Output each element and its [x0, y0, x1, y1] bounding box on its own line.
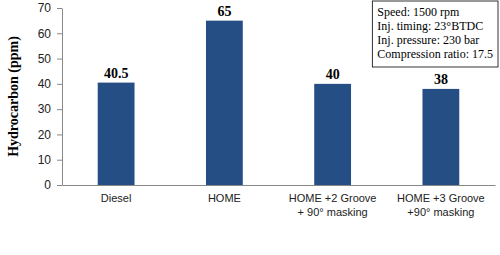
- y-axis-line: [62, 9, 63, 186]
- annotation: Inj. pressure: 230 bar: [377, 33, 479, 47]
- x-tick-label: HOME: [208, 192, 241, 204]
- y-tick-label: 0: [44, 178, 51, 192]
- y-tick: 60: [38, 27, 62, 41]
- x-tick: HOME +3 Groove+90° masking: [397, 185, 485, 218]
- chart-container: 0 10 20 30 40 50 60 70 Diesel HOME HOME +2 Groove+…: [0, 0, 500, 255]
- data-label: 40: [326, 67, 340, 82]
- y-tick-label: 30: [38, 102, 52, 116]
- data-label: 40.5: [104, 66, 129, 81]
- data-label: 65: [217, 4, 231, 19]
- x-tick-label: HOME +2 Groove+ 90° masking: [289, 192, 377, 218]
- y-tick-label: 60: [38, 27, 52, 41]
- y-tick-label: 20: [38, 128, 52, 142]
- y-tick-mark: [57, 134, 62, 135]
- y-axis: 0 10 20 30 40 50 60 70: [38, 1, 63, 192]
- y-tick-mark: [57, 160, 62, 161]
- chart: 0 10 20 30 40 50 60 70 Diesel HOME HOME +2 Groove+…: [0, 0, 500, 255]
- y-tick: 0: [44, 178, 62, 192]
- x-tick-label: Diesel: [101, 192, 132, 204]
- y-tick-mark: [57, 109, 62, 110]
- y-tick: 20: [38, 128, 62, 142]
- x-tick: HOME: [208, 185, 241, 204]
- x-tick: Diesel: [101, 185, 132, 204]
- bar: [422, 89, 459, 185]
- y-tick: 40: [38, 77, 62, 91]
- annotation-box: Speed: 1500 rpmInj. timing: 23°BTDCInj. …: [372, 1, 498, 67]
- bar: [314, 84, 351, 185]
- x-axis: Diesel HOME HOME +2 Groove+ 90° masking HOM…: [63, 185, 496, 218]
- y-tick-label: 10: [38, 153, 52, 167]
- x-tick-label: HOME +3 Groove+90° masking: [397, 192, 485, 218]
- x-tick: HOME +2 Groove+ 90° masking: [289, 185, 377, 218]
- y-tick: 10: [38, 153, 62, 167]
- y-tick-mark: [57, 84, 62, 85]
- data-label: 38: [434, 72, 448, 87]
- y-tick-mark: [57, 8, 62, 9]
- annotation: Inj. timing: 23°BTDC: [377, 19, 483, 33]
- annotation-frame: [372, 1, 498, 67]
- y-tick-label: 50: [38, 52, 52, 66]
- y-tick: 50: [38, 52, 62, 66]
- y-axis-title: Hydrocarbon (ppm): [6, 36, 22, 157]
- y-tick-mark: [57, 33, 62, 34]
- y-tick-label: 70: [38, 1, 52, 15]
- y-tick: 30: [38, 102, 62, 116]
- y-tick-mark: [57, 59, 62, 60]
- y-tick-mark: [57, 185, 62, 186]
- bar: [98, 83, 135, 185]
- bar: [206, 21, 243, 185]
- annotation: Speed: 1500 rpm: [377, 5, 460, 19]
- annotation: Compression ratio: 17.5: [377, 47, 493, 61]
- x-axis-line: [63, 185, 496, 186]
- y-tick-label: 40: [38, 77, 52, 91]
- y-tick: 70: [38, 1, 62, 15]
